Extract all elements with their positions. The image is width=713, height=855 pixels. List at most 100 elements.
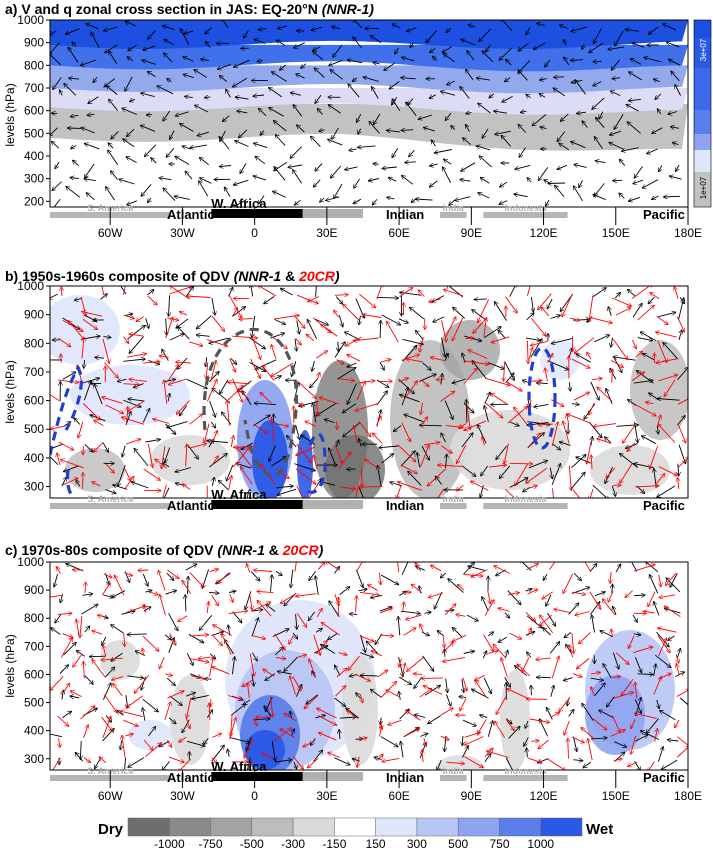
region-label: Indian bbox=[386, 498, 424, 513]
legend-level: -300 bbox=[281, 837, 305, 850]
legend-wet-label: Wet bbox=[586, 821, 613, 838]
shading-blob bbox=[70, 365, 190, 425]
panel-a-title: a) V and q zonal cross section in JAS: E… bbox=[5, 1, 374, 17]
colorbar-bottom-label: 1e+07 bbox=[699, 176, 708, 199]
legend-level: 750 bbox=[489, 837, 509, 850]
shading-blob bbox=[440, 320, 500, 380]
panel-c-title: c) 1970s-80s composite of QDV (NNR-1 & 2… bbox=[5, 542, 324, 558]
x-tick-label: 0 bbox=[251, 789, 258, 803]
legend-box bbox=[169, 818, 210, 836]
region-bar bbox=[303, 500, 363, 509]
legend-box bbox=[417, 818, 458, 836]
shading-blob bbox=[630, 340, 690, 440]
x-tick-label: 120E bbox=[530, 226, 558, 240]
y-tick-label: 300 bbox=[24, 752, 44, 766]
vector-arrow bbox=[380, 321, 381, 339]
vector-arrow bbox=[548, 183, 565, 184]
y-tick-label: 700 bbox=[24, 81, 44, 95]
panel-a: a) V and q zonal cross section in JAS: E… bbox=[3, 1, 711, 240]
y-tick-label: 1000 bbox=[17, 555, 44, 569]
legend-level: 500 bbox=[448, 837, 468, 850]
vector-arrow bbox=[349, 614, 357, 615]
region-label: Indonesia bbox=[504, 494, 547, 504]
y-tick-label: 500 bbox=[24, 696, 44, 710]
region-bar bbox=[303, 209, 363, 218]
y-tick-label: 600 bbox=[24, 104, 44, 118]
legend-box bbox=[128, 818, 169, 836]
shading-blob bbox=[590, 445, 670, 495]
legend-box bbox=[541, 818, 582, 836]
legend-box bbox=[500, 818, 541, 836]
y-tick-label: 600 bbox=[24, 394, 44, 408]
region-label: Pacific bbox=[643, 498, 685, 513]
y-tick-label: 600 bbox=[24, 667, 44, 681]
vector-arrow bbox=[510, 463, 533, 464]
x-tick-label: 0 bbox=[251, 226, 258, 240]
legend-level: 300 bbox=[407, 837, 427, 850]
y-tick-label: 400 bbox=[24, 451, 44, 465]
legend-box bbox=[334, 818, 375, 836]
y-tick-label: 700 bbox=[24, 365, 44, 379]
x-tick-label: 30W bbox=[170, 226, 195, 240]
shading-blob bbox=[170, 675, 210, 765]
y-tick-label: 800 bbox=[24, 611, 44, 625]
region-label: Atlantic bbox=[167, 207, 215, 222]
vector-arrow bbox=[466, 400, 467, 423]
legend-box bbox=[211, 818, 252, 836]
legend-color-boxes bbox=[128, 818, 582, 836]
x-tick-label: 150E bbox=[602, 226, 630, 240]
y-tick-label: 800 bbox=[24, 58, 44, 72]
y-tick-label: 500 bbox=[24, 422, 44, 436]
panel-b-plot bbox=[40, 269, 692, 508]
y-tick-label: 1000 bbox=[17, 279, 44, 293]
region-label: Pacific bbox=[643, 770, 685, 785]
x-tick-label: 90E bbox=[461, 789, 482, 803]
y-tick-label: 800 bbox=[24, 336, 44, 350]
region-label: India bbox=[443, 766, 465, 776]
legend-level: -500 bbox=[240, 837, 264, 850]
region-label: W. Africa bbox=[211, 487, 267, 502]
legend-box bbox=[458, 818, 499, 836]
vector-arrow bbox=[61, 354, 62, 363]
panel-c-ylabel: levels (hPa) bbox=[3, 634, 17, 697]
vector-arrow bbox=[420, 425, 442, 426]
region-label: W. Africa bbox=[211, 196, 267, 211]
y-tick-label: 500 bbox=[24, 126, 44, 140]
vector-arrow bbox=[337, 422, 338, 430]
region-label: India bbox=[443, 203, 465, 213]
vector-arrow bbox=[138, 570, 149, 571]
y-tick-label: 1000 bbox=[17, 13, 44, 27]
x-tick-label: 60E bbox=[388, 789, 409, 803]
region-label: India bbox=[443, 494, 465, 504]
x-tick-label: 30W bbox=[170, 789, 195, 803]
panel-b-title: b) 1950s-1960s composite of QDV (NNR-1 &… bbox=[5, 268, 340, 284]
vector-arrow bbox=[83, 446, 84, 455]
vector-arrow bbox=[537, 677, 551, 678]
legend-level: 1000 bbox=[527, 837, 554, 850]
region-label: S. America bbox=[87, 494, 134, 504]
panel-a-colorbar: 3e+07 1e+07 bbox=[694, 20, 711, 207]
panel-c: c) 1970s-80s composite of QDV (NNR-1 & 2… bbox=[3, 542, 702, 803]
vector-arrow bbox=[462, 736, 463, 746]
vector-arrow bbox=[210, 699, 211, 707]
y-tick-label: 700 bbox=[24, 639, 44, 653]
legend-level: -750 bbox=[198, 837, 222, 850]
x-tick-label: 30E bbox=[316, 789, 337, 803]
region-label: W. Africa bbox=[211, 759, 267, 774]
region-bar bbox=[303, 772, 363, 781]
y-tick-label: 300 bbox=[24, 172, 44, 186]
legend-box bbox=[252, 818, 293, 836]
region-label: Atlantic bbox=[167, 770, 215, 785]
x-tick-label: 60W bbox=[98, 789, 123, 803]
region-label: Pacific bbox=[643, 207, 685, 222]
y-tick-label: 900 bbox=[24, 308, 44, 322]
legend-box bbox=[293, 818, 334, 836]
x-tick-label: 120E bbox=[530, 789, 558, 803]
vector-arrow bbox=[554, 77, 564, 78]
panel-a-ylabel: levels (hPa) bbox=[3, 83, 17, 146]
y-tick-label: 400 bbox=[24, 724, 44, 738]
legend-level: 150 bbox=[366, 837, 386, 850]
